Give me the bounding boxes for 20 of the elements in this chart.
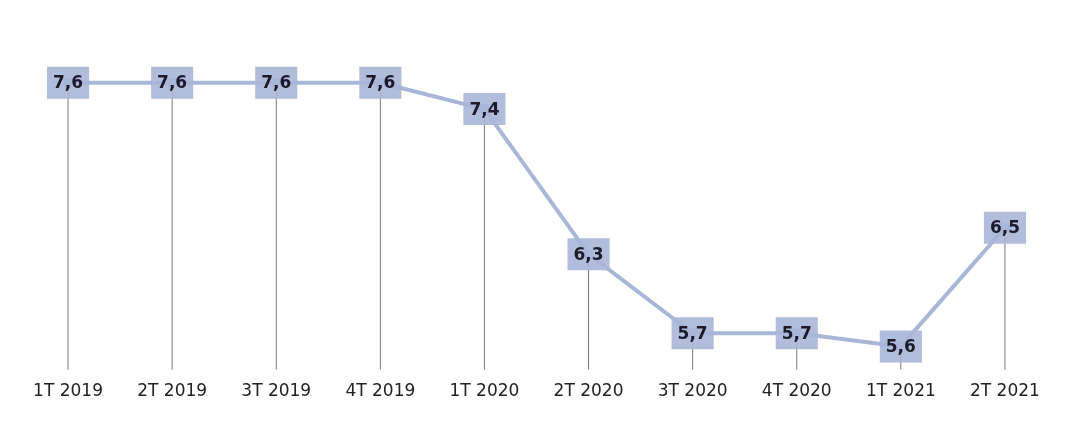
data-label: 6,5: [989, 217, 1021, 238]
data-label: 5,7: [677, 322, 708, 343]
data-label: 7,6: [52, 72, 84, 93]
x-tick-label: 1T 2020: [449, 380, 520, 401]
data-label: 5,7: [781, 322, 812, 343]
data-label: 7,6: [365, 72, 396, 93]
x-tick-label: 3T 2019: [241, 380, 312, 401]
x-tick-label: 4T 2019: [345, 380, 416, 401]
data-label: 6,3: [573, 243, 604, 264]
x-tick-label: 1T 2021: [865, 380, 936, 401]
x-tick-label: 4T 2020: [761, 380, 832, 401]
data-label: 7,4: [469, 98, 500, 119]
x-tick-label: 2T 2021: [970, 380, 1040, 401]
data-label: 5,6: [885, 335, 916, 356]
data-label: 7,6: [157, 72, 188, 93]
x-tick-label: 3T 2020: [657, 380, 728, 401]
x-tick-label: 2T 2019: [137, 380, 208, 401]
x-tick-label: 2T 2020: [553, 380, 624, 401]
x-tick-label: 1T 2019: [33, 380, 103, 401]
data-label: 7,6: [261, 72, 292, 93]
